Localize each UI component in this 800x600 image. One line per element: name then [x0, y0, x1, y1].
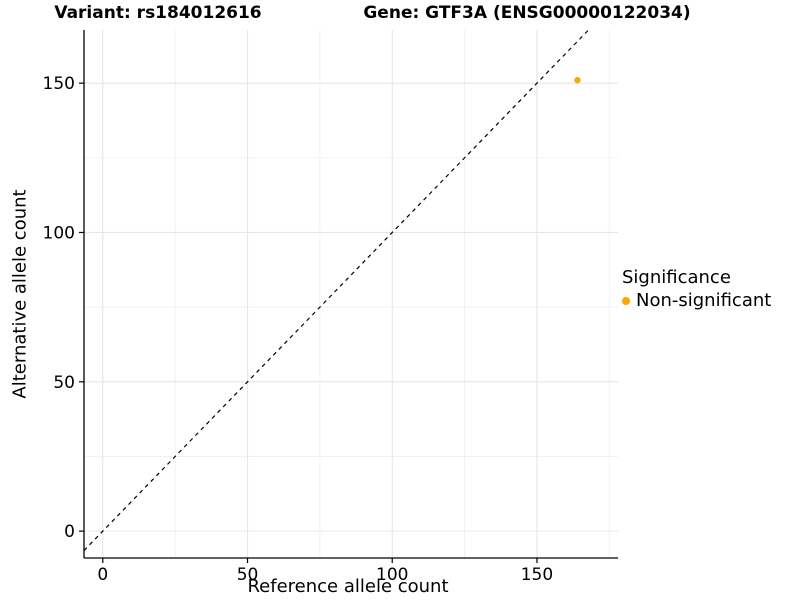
legend-item-non-significant: Non-significant [622, 289, 772, 312]
y-tick-label: 50 [53, 373, 75, 393]
legend-point-icon [622, 297, 630, 306]
data-point [574, 76, 581, 84]
identity-line [83, 29, 589, 551]
y-tick-label: 0 [64, 522, 75, 542]
legend: Significance Non-significant [622, 267, 772, 312]
y-tick-label: 150 [43, 74, 75, 94]
legend-title: Significance [622, 267, 731, 288]
y-tick-label: 100 [43, 223, 75, 243]
x-tick-label: 150 [521, 565, 553, 585]
legend-item-label: Non-significant [636, 289, 772, 311]
y-axis-title: Alternative allele count [9, 189, 31, 399]
x-tick-label: 0 [97, 565, 108, 585]
plot-title-variant: Variant: rs184012616 [54, 3, 262, 23]
plot-title-gene: Gene: GTF3A (ENSG00000122034) [363, 3, 691, 23]
x-tick-label: 100 [376, 565, 408, 585]
x-axis-title: Reference allele count [247, 576, 449, 597]
x-tick-label: 50 [237, 565, 259, 585]
